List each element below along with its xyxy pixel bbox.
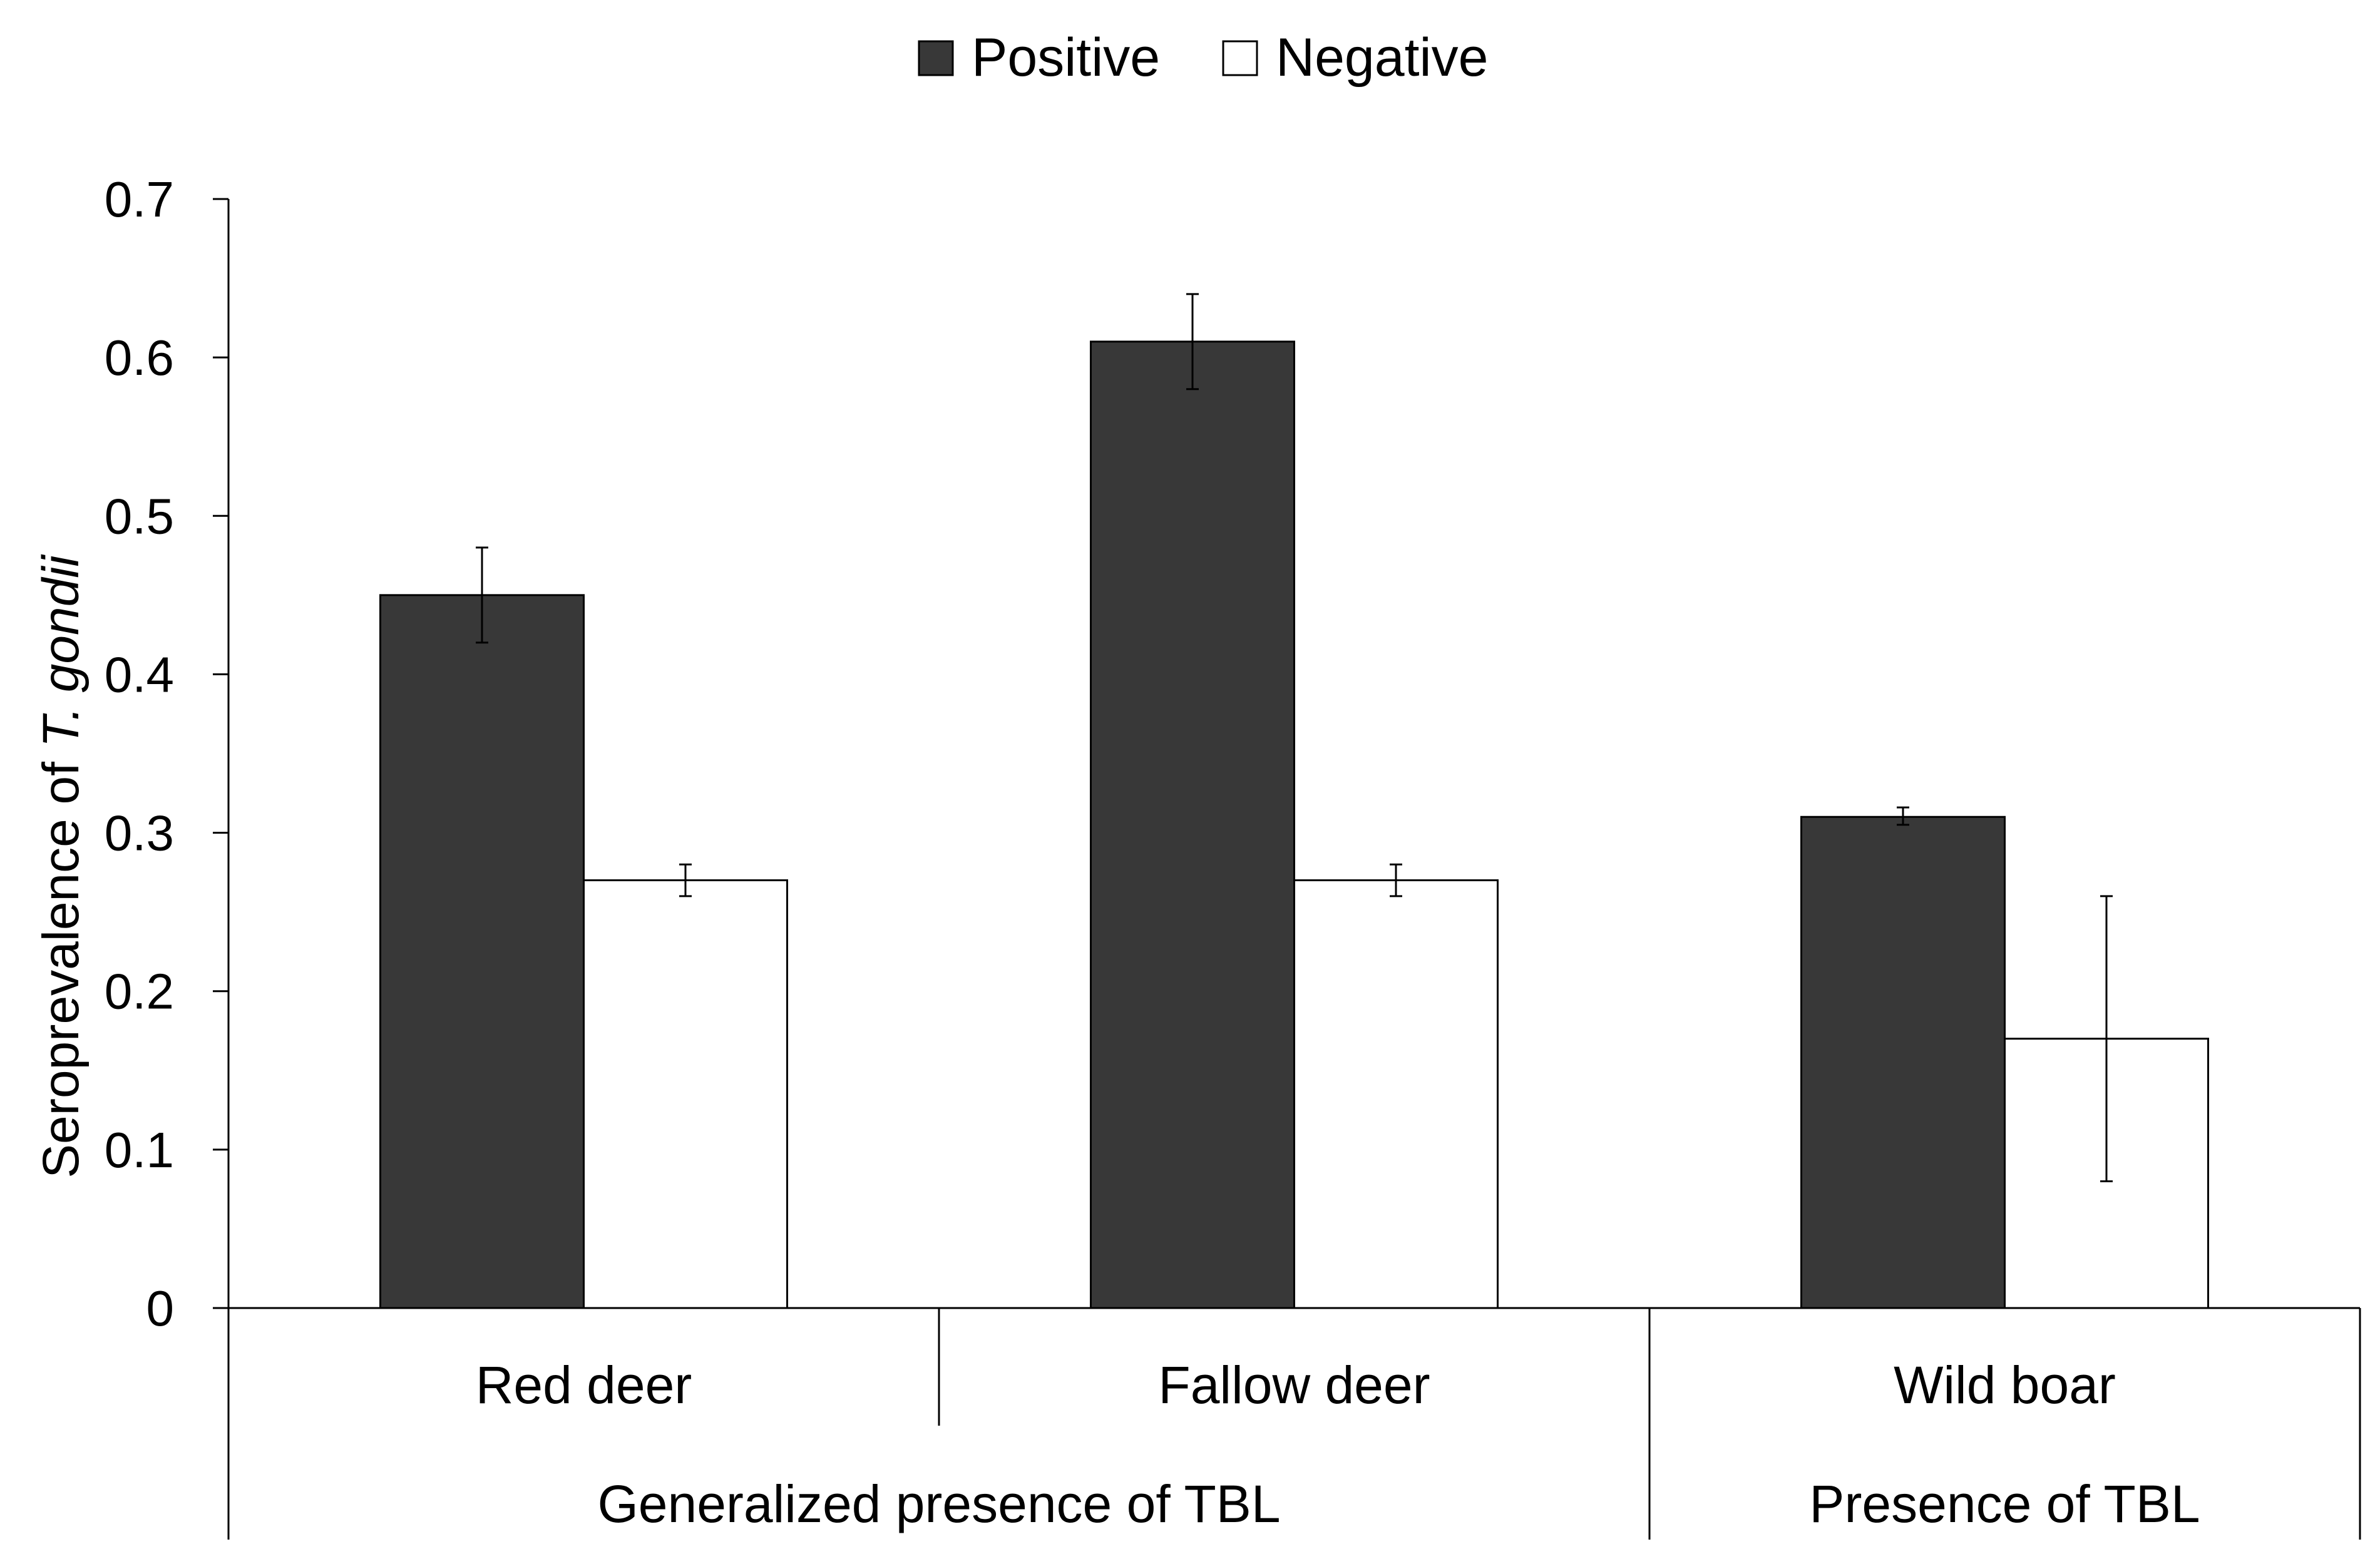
bar-positive-red-deer — [379, 594, 585, 1309]
group-label-presence-of-tbl: Presence of TBL — [1809, 1475, 2200, 1533]
y-tick-label: 0.4 — [105, 647, 174, 702]
y-tick-label: 0.3 — [105, 805, 174, 861]
y-axis: 0 0.1 0.2 0.3 0.4 0.5 0.6 0.7 — [105, 171, 230, 1540]
y-axis-title-species: T. gondii — [33, 554, 90, 748]
y-tick-label: 0.6 — [105, 330, 174, 386]
error-bar-positive-wild-boar — [1897, 806, 1909, 826]
bar-positive-wild-boar — [1800, 815, 2006, 1309]
legend-item-negative: Negative — [1222, 28, 1488, 88]
error-bar-positive-red-deer — [476, 546, 488, 644]
bar-negative-fallow-deer — [1293, 879, 1499, 1309]
x-axis: Red deer Fallow deer Wild boar Generalized … — [228, 1307, 2361, 1540]
bar-positive-fallow-deer — [1090, 340, 1295, 1309]
y-tick-label: 0.5 — [105, 488, 174, 544]
error-bar-positive-fallow-deer — [1186, 293, 1199, 391]
legend-item-positive: Positive — [918, 28, 1160, 88]
y-axis-title: Seroprevalence of T. gondii — [33, 554, 90, 1178]
y-tick-label: 0 — [146, 1280, 175, 1336]
error-bars — [476, 293, 2113, 1182]
category-label-fallow-deer: Fallow deer — [1158, 1356, 1430, 1414]
error-bar-negative-fallow-deer — [1390, 863, 1402, 897]
bars — [379, 340, 2209, 1309]
y-tick-label: 0.7 — [105, 171, 174, 227]
y-tick-label: 0.2 — [105, 964, 174, 1020]
legend: Positive Negative — [918, 28, 1488, 88]
bar-negative-red-deer — [583, 879, 788, 1309]
legend-label-positive: Positive — [972, 28, 1160, 88]
y-axis-title-prefix: Seroprevalence of — [33, 747, 90, 1178]
category-label-wild-boar: Wild boar — [1894, 1356, 2116, 1414]
legend-swatch-positive — [918, 40, 954, 76]
y-tick-label: 0.1 — [105, 1122, 174, 1178]
legend-label-negative: Negative — [1276, 28, 1488, 88]
error-bar-negative-red-deer — [679, 863, 692, 897]
legend-swatch-negative — [1222, 40, 1258, 76]
category-label-red-deer: Red deer — [476, 1356, 692, 1414]
error-bar-negative-wild-boar — [2100, 895, 2113, 1182]
group-label-generalized-presence-of-tbl: Generalized presence of TBL — [597, 1475, 1280, 1533]
